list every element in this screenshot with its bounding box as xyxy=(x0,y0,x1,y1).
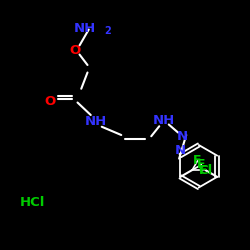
Text: F: F xyxy=(193,154,202,168)
Text: F: F xyxy=(197,158,205,171)
Text: O: O xyxy=(44,95,56,108)
Text: 2: 2 xyxy=(104,26,110,36)
Text: HCl: HCl xyxy=(20,196,45,209)
Text: NH: NH xyxy=(152,114,175,126)
Text: N: N xyxy=(177,130,188,143)
Text: N: N xyxy=(175,144,186,156)
Text: NH: NH xyxy=(74,22,96,35)
Text: Cl: Cl xyxy=(198,164,212,176)
Text: F: F xyxy=(198,164,207,176)
Text: NH: NH xyxy=(85,115,108,128)
Text: O: O xyxy=(70,44,80,57)
